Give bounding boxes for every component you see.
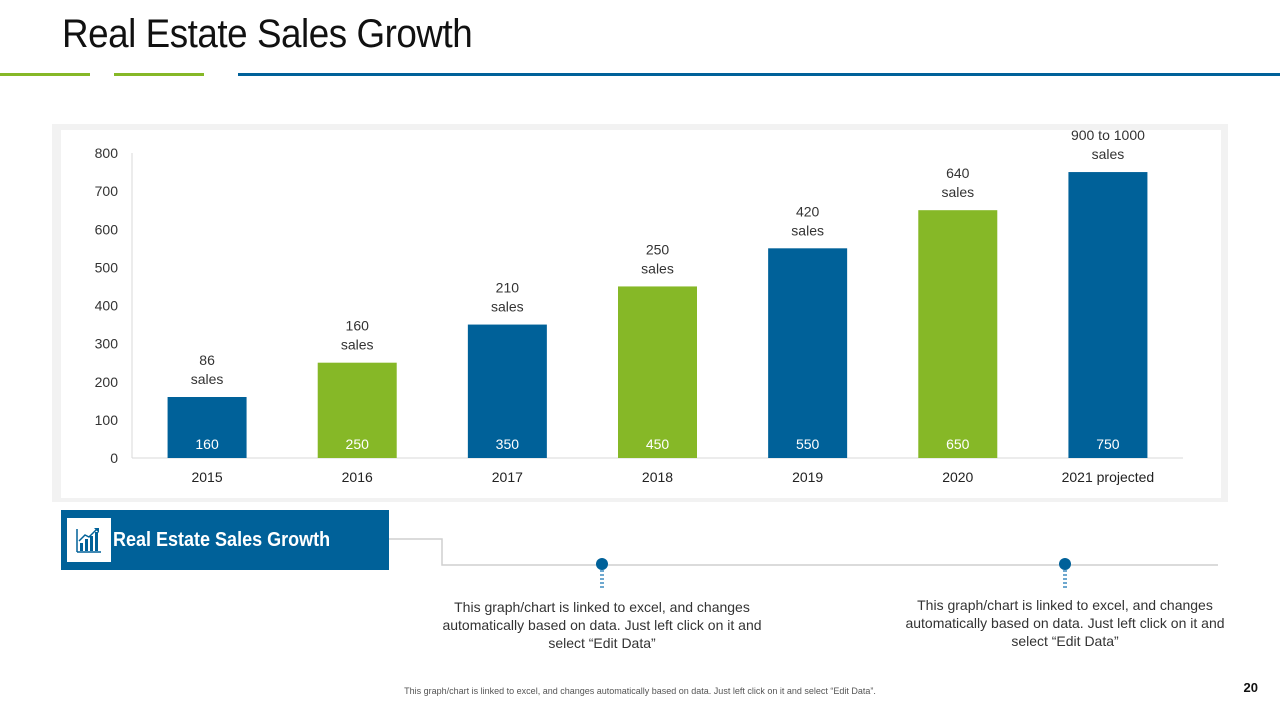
bar-2020 bbox=[918, 210, 998, 458]
bar-annotation: sales bbox=[191, 371, 224, 387]
bar-annotation: sales bbox=[491, 299, 524, 315]
bar-value-label: 650 bbox=[946, 436, 970, 452]
x-tick-label: 2018 bbox=[642, 469, 673, 485]
bar-annotation: 210 bbox=[496, 280, 520, 296]
bar-2021-projected bbox=[1068, 172, 1148, 458]
y-tick-label: 200 bbox=[95, 374, 119, 390]
bar-2019 bbox=[768, 248, 848, 458]
x-tick-label: 2020 bbox=[942, 469, 973, 485]
bar-value-label: 350 bbox=[496, 436, 520, 452]
growth-chart-icon bbox=[67, 518, 111, 562]
bar-annotation: 160 bbox=[346, 318, 370, 334]
x-tick-label: 2017 bbox=[492, 469, 523, 485]
x-tick-label: 2016 bbox=[342, 469, 373, 485]
y-tick-label: 300 bbox=[95, 336, 119, 352]
y-tick-label: 500 bbox=[95, 259, 119, 275]
page-title: Real Estate Sales Growth bbox=[62, 12, 473, 56]
title-rule-green-1 bbox=[0, 73, 90, 76]
bar-annotation: 900 to 1000 bbox=[1071, 127, 1145, 143]
bar-annotation: sales bbox=[1092, 146, 1125, 162]
page-number: 20 bbox=[1243, 680, 1258, 695]
bar-annotation: sales bbox=[341, 337, 374, 353]
title-rule-green-2 bbox=[114, 73, 204, 76]
bar-value-label: 550 bbox=[796, 436, 820, 452]
note-text-1: This graph/chart is linked to excel, and… bbox=[442, 599, 762, 651]
y-tick-label: 800 bbox=[95, 145, 119, 161]
bar-annotation: sales bbox=[941, 184, 974, 200]
bar-value-label: 160 bbox=[195, 436, 219, 452]
bar-annotation: sales bbox=[641, 260, 674, 276]
x-tick-label: 2019 bbox=[792, 469, 823, 485]
bar-2017 bbox=[467, 324, 547, 458]
bar-2018 bbox=[618, 286, 697, 458]
y-tick-label: 100 bbox=[95, 412, 119, 428]
bar-annotation: 420 bbox=[796, 203, 820, 219]
note-text-2: This graph/chart is linked to excel, and… bbox=[905, 597, 1225, 649]
bar-value-label: 450 bbox=[646, 436, 670, 452]
bar-annotation: 640 bbox=[946, 165, 970, 181]
y-tick-label: 700 bbox=[95, 183, 119, 199]
bar-annotation: 86 bbox=[199, 352, 215, 368]
bar-annotation: 250 bbox=[646, 241, 670, 257]
y-tick-label: 600 bbox=[95, 221, 119, 237]
bar-2016 bbox=[317, 362, 397, 458]
x-tick-label: 2021 projected bbox=[1062, 469, 1155, 485]
bar-value-label: 250 bbox=[346, 436, 370, 452]
bar-value-label: 750 bbox=[1096, 436, 1120, 452]
chart-banner: Real Estate Sales Growth bbox=[61, 510, 389, 570]
y-tick-label: 0 bbox=[110, 450, 118, 466]
banner-label: Real Estate Sales Growth bbox=[113, 529, 331, 551]
bar-annotation: sales bbox=[791, 222, 824, 238]
y-tick-label: 400 bbox=[95, 298, 119, 314]
x-tick-label: 2015 bbox=[191, 469, 222, 485]
footer-note: This graph/chart is linked to excel, and… bbox=[404, 686, 876, 696]
title-rule-blue bbox=[238, 73, 1280, 76]
bar-2015 bbox=[167, 397, 247, 458]
